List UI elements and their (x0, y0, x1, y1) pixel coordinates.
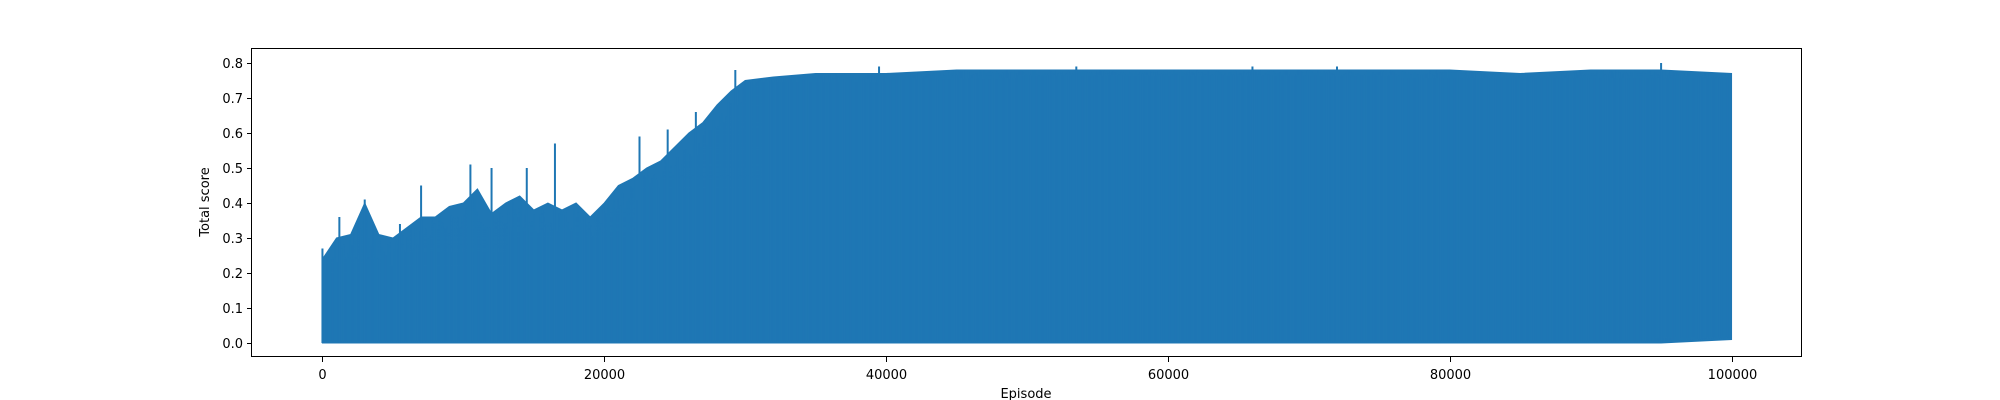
data-layer (321, 63, 1733, 344)
x-axis: 0 20000 40000 60000 80000 100000 (318, 357, 1757, 383)
y-tick-label: 0.7 (222, 92, 243, 107)
series-0-line (321, 70, 1731, 342)
y-tick-label: 0.2 (222, 267, 243, 282)
y-axis-label: Total score (198, 167, 213, 237)
y-tick-label: 0.5 (222, 162, 243, 177)
x-tick-label: 80000 (1430, 368, 1471, 383)
y-tick-label: 0.1 (222, 302, 243, 317)
y-tick-label: 0.4 (222, 197, 243, 212)
x-axis-label: Episode (1000, 387, 1051, 400)
x-tick-label: 0 (318, 368, 326, 383)
x-tick-label: 40000 (866, 368, 907, 383)
y-tick-label: 0.3 (222, 232, 243, 247)
x-tick-label: 20000 (584, 368, 625, 383)
y-axis: 0.0 0.1 0.2 0.3 0.4 0.5 0.6 0.7 0.8 (222, 57, 252, 352)
y-tick-label: 0.8 (222, 57, 243, 72)
y-tick-label: 0.0 (222, 337, 243, 352)
y-tick-label: 0.6 (222, 127, 243, 142)
plot-frame (251, 48, 1802, 357)
x-tick-label: 100000 (1708, 368, 1758, 383)
x-tick-label: 60000 (1148, 368, 1189, 383)
